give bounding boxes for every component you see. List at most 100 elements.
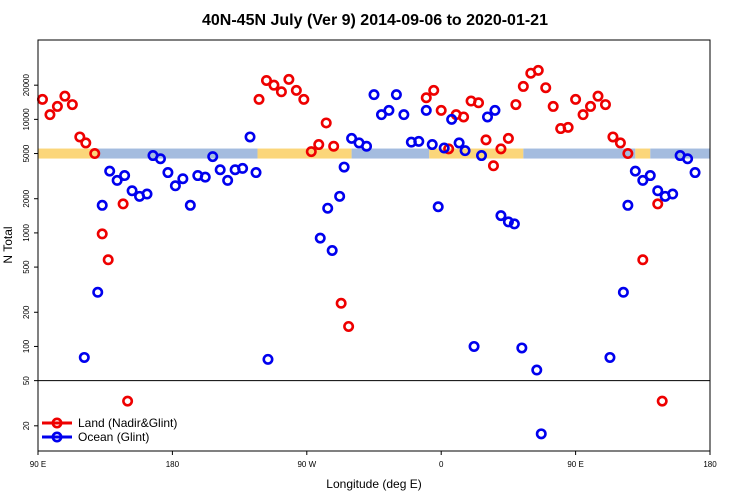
ocean-point xyxy=(689,167,701,179)
land-point xyxy=(253,93,265,105)
ocean-point xyxy=(361,140,373,152)
ocean-point xyxy=(468,340,480,352)
ocean-point xyxy=(214,164,226,176)
ocean-point xyxy=(326,244,338,256)
ocean-point xyxy=(244,131,256,143)
ocean-point xyxy=(667,188,679,200)
land-point xyxy=(343,320,355,332)
x-tick-label: 0 xyxy=(439,460,444,469)
band-segment-land xyxy=(429,148,524,159)
ocean-point xyxy=(644,170,656,182)
land-point xyxy=(268,79,280,91)
ocean-point xyxy=(169,180,181,192)
land-point xyxy=(495,143,507,155)
ocean-point xyxy=(199,171,211,183)
band-segment-ocean xyxy=(97,148,258,159)
land-point xyxy=(607,131,619,143)
land-point xyxy=(89,148,101,160)
ocean-point xyxy=(250,167,262,179)
land-point xyxy=(290,84,302,96)
x-tick-label: 90 E xyxy=(567,460,583,469)
x-tick-label: 90 W xyxy=(297,460,316,469)
legend-ocean-marker xyxy=(51,431,63,443)
ocean-point xyxy=(177,173,189,185)
y-tick-label: 2000 xyxy=(22,189,31,207)
ocean-point xyxy=(314,232,326,244)
ocean-point xyxy=(604,351,616,363)
ocean-point xyxy=(481,111,493,123)
land-point xyxy=(599,99,611,111)
land-point xyxy=(74,131,86,143)
ocean-point xyxy=(535,428,547,440)
band-segment-land xyxy=(635,148,651,159)
ocean-point xyxy=(438,142,450,154)
land-point xyxy=(283,73,295,85)
y-tick-label: 5000 xyxy=(22,144,31,162)
land-point xyxy=(562,121,574,133)
ocean-point xyxy=(432,201,444,213)
land-point xyxy=(652,198,664,210)
land-point xyxy=(585,100,597,112)
ocean-point xyxy=(346,132,358,144)
land-point xyxy=(328,140,340,152)
ocean-point xyxy=(78,351,90,363)
land-point xyxy=(122,395,134,407)
ocean-point xyxy=(338,161,350,173)
land-point xyxy=(577,109,589,121)
ocean-point xyxy=(476,150,488,162)
y-tick-label: 20000 xyxy=(22,74,31,97)
band-segment-ocean xyxy=(650,148,710,159)
ocean-point xyxy=(508,218,520,230)
ocean-point xyxy=(111,174,123,186)
ocean-point xyxy=(622,199,634,211)
ocean-point xyxy=(184,199,196,211)
y-tick-label: 100 xyxy=(22,339,31,353)
land-point xyxy=(260,74,272,86)
band-segment-land xyxy=(257,148,352,159)
ocean-point xyxy=(390,89,402,101)
y-tick-label: 200 xyxy=(22,305,31,319)
land-point xyxy=(66,99,78,111)
land-point xyxy=(36,93,48,105)
y-tick-label: 10000 xyxy=(22,108,31,131)
band-segment-ocean xyxy=(523,148,636,159)
ocean-point xyxy=(459,145,471,157)
ocean-point xyxy=(413,135,425,147)
ocean-point xyxy=(119,170,131,182)
land-point xyxy=(443,143,455,155)
ocean-point xyxy=(262,353,274,365)
land-point xyxy=(570,93,582,105)
land-point xyxy=(614,137,626,149)
data-points-layer xyxy=(36,64,701,440)
y-tick-label: 20 xyxy=(22,421,31,430)
ocean-point xyxy=(222,174,234,186)
land-point xyxy=(59,90,71,102)
land-point xyxy=(637,254,649,266)
land-point xyxy=(502,132,514,144)
band-segment-land xyxy=(38,148,98,159)
land-point xyxy=(547,100,559,112)
ocean-point xyxy=(398,109,410,121)
ocean-point xyxy=(682,153,694,165)
ocean-point xyxy=(334,190,346,202)
land-point xyxy=(420,92,432,104)
legend-land-label: Land (Nadir&Glint) xyxy=(78,416,177,430)
ocean-point xyxy=(383,104,395,116)
y-tick-label: 500 xyxy=(22,260,31,274)
land-point xyxy=(510,99,522,111)
land-point xyxy=(320,117,332,129)
land-point xyxy=(117,198,129,210)
ocean-point xyxy=(96,199,108,211)
axes-layer: 90 E 180 90 W 0 90 E 180 20 50 100 200 500 1000 2000… xyxy=(22,74,717,469)
land-point xyxy=(275,86,287,98)
data-band-layer xyxy=(38,148,710,159)
land-point xyxy=(313,139,325,151)
ocean-point xyxy=(92,286,104,298)
ocean-point xyxy=(495,210,507,222)
y-axis-label: N Total xyxy=(1,226,15,263)
land-point xyxy=(96,228,108,240)
legend-land-marker xyxy=(51,417,63,429)
plot-area-frame xyxy=(37,39,711,452)
ocean-point xyxy=(629,165,641,177)
